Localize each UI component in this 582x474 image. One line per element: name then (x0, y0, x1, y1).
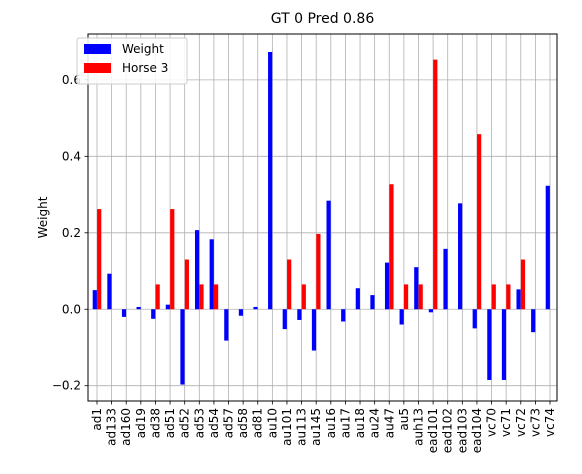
x-tick-label: ad38 (148, 408, 162, 438)
bar-horse-3 (506, 284, 511, 310)
bar-weight (311, 309, 317, 351)
bar-weight (516, 289, 521, 310)
legend: Weight Horse 3 (76, 37, 188, 85)
bar-weight (224, 309, 229, 341)
bar-horse-3 (214, 284, 219, 310)
bar-weight (472, 309, 477, 329)
bar-horse-3 (170, 209, 175, 310)
bar-weight (253, 306, 258, 310)
x-tick-label: au18 (353, 408, 367, 438)
x-tick-label: au17 (338, 408, 352, 438)
bar-weight (268, 51, 273, 310)
x-tick-label: ad133 (105, 408, 119, 446)
bar-weight (297, 309, 302, 320)
bar-weight (209, 239, 214, 310)
x-tick-label: ead101 (426, 408, 440, 453)
bar-weight (121, 309, 127, 317)
bar-weight (370, 295, 375, 310)
x-tick-label: ead103 (455, 408, 469, 453)
bar-weight (326, 200, 331, 310)
x-tick-label: ad160 (119, 408, 133, 446)
y-tick-label: 0.4 (62, 149, 81, 163)
x-tick-label: ad57 (222, 408, 236, 438)
x-tick-label: ad81 (251, 408, 265, 438)
bar-weight (384, 262, 390, 310)
x-tick-label: au5 (397, 408, 411, 431)
x-tick-label: vc74 (543, 408, 557, 437)
x-tick-label: au145 (309, 408, 323, 446)
bar-horse-3 (301, 284, 306, 310)
legend-label-horse-3: Horse 3 (122, 61, 168, 75)
bar-weight (428, 309, 433, 313)
legend-swatch-weight (84, 44, 111, 54)
bar-weight (443, 248, 448, 310)
x-tick-label: vc72 (514, 408, 528, 437)
y-axis-label: Weight (36, 196, 50, 238)
bar-weight (355, 288, 360, 310)
bar-horse-3 (477, 134, 482, 310)
y-tick-label: 0.6 (62, 73, 81, 87)
chart-title: GT 0 Pred 0.86 (271, 11, 375, 27)
plot-frame (87, 33, 558, 402)
x-tick-label: ad19 (134, 408, 148, 438)
bar-horse-3 (316, 233, 321, 310)
bar-horse-3 (389, 184, 394, 310)
x-tick-label: auh13 (411, 408, 425, 446)
bar-weight (151, 309, 156, 319)
x-tick-label: au24 (368, 408, 382, 438)
x-tick-label: vc71 (499, 408, 513, 437)
x-tick-label: ead102 (441, 408, 455, 453)
x-tick-label: au10 (265, 408, 279, 438)
x-tick-label: au101 (280, 408, 294, 446)
bar-horse-3 (520, 259, 526, 310)
bar-weight (531, 309, 536, 333)
bar-weight (341, 309, 346, 322)
x-tick-label: ad1 (90, 408, 104, 431)
x-tick-label: au47 (382, 408, 396, 438)
y-tick-label: 0.2 (62, 226, 81, 240)
bar-weight (165, 304, 170, 310)
bar-horse-3 (491, 284, 496, 310)
bar-horse-3 (433, 59, 438, 310)
bar-weight (545, 185, 550, 310)
bars (92, 51, 550, 385)
bar-horse-3 (184, 259, 189, 310)
bar-weight (414, 267, 419, 310)
bar-horse-3 (403, 284, 409, 310)
bar-horse-3 (155, 284, 160, 310)
bar-horse-3 (287, 259, 292, 310)
x-tick-label: ad58 (236, 408, 250, 438)
x-tick-label: au16 (324, 408, 338, 438)
bar-weight (92, 290, 97, 310)
bar-horse-3 (418, 284, 423, 310)
y-tick-label: 0.0 (62, 302, 81, 316)
x-tick-label: vc70 (485, 408, 499, 437)
legend-swatch-horse-3 (84, 63, 111, 73)
x-tick-label: au113 (295, 408, 309, 446)
bar-weight (487, 309, 492, 380)
x-tick-label: ad52 (178, 408, 192, 438)
bar-horse-3 (97, 209, 102, 310)
grid (88, 34, 557, 401)
bar-weight (399, 309, 404, 325)
x-tick-label: vc73 (528, 408, 542, 437)
x-tick-label: ad51 (163, 408, 177, 438)
x-tick-label: ead104 (470, 408, 484, 453)
y-tick-label: −0.2 (52, 379, 81, 393)
x-tick-label: ad53 (192, 408, 206, 438)
bar-weight (180, 309, 185, 385)
bar-weight (501, 309, 507, 380)
bar-weight (194, 230, 200, 310)
legend-label-weight: Weight (122, 42, 164, 56)
bar-weight (282, 309, 287, 330)
bar-weight (238, 309, 244, 316)
bar-weight (136, 306, 141, 310)
x-tick-label: ad54 (207, 408, 221, 438)
bar-horse-3 (199, 284, 204, 310)
bar-weight (458, 203, 463, 310)
bar-weight (107, 273, 112, 310)
